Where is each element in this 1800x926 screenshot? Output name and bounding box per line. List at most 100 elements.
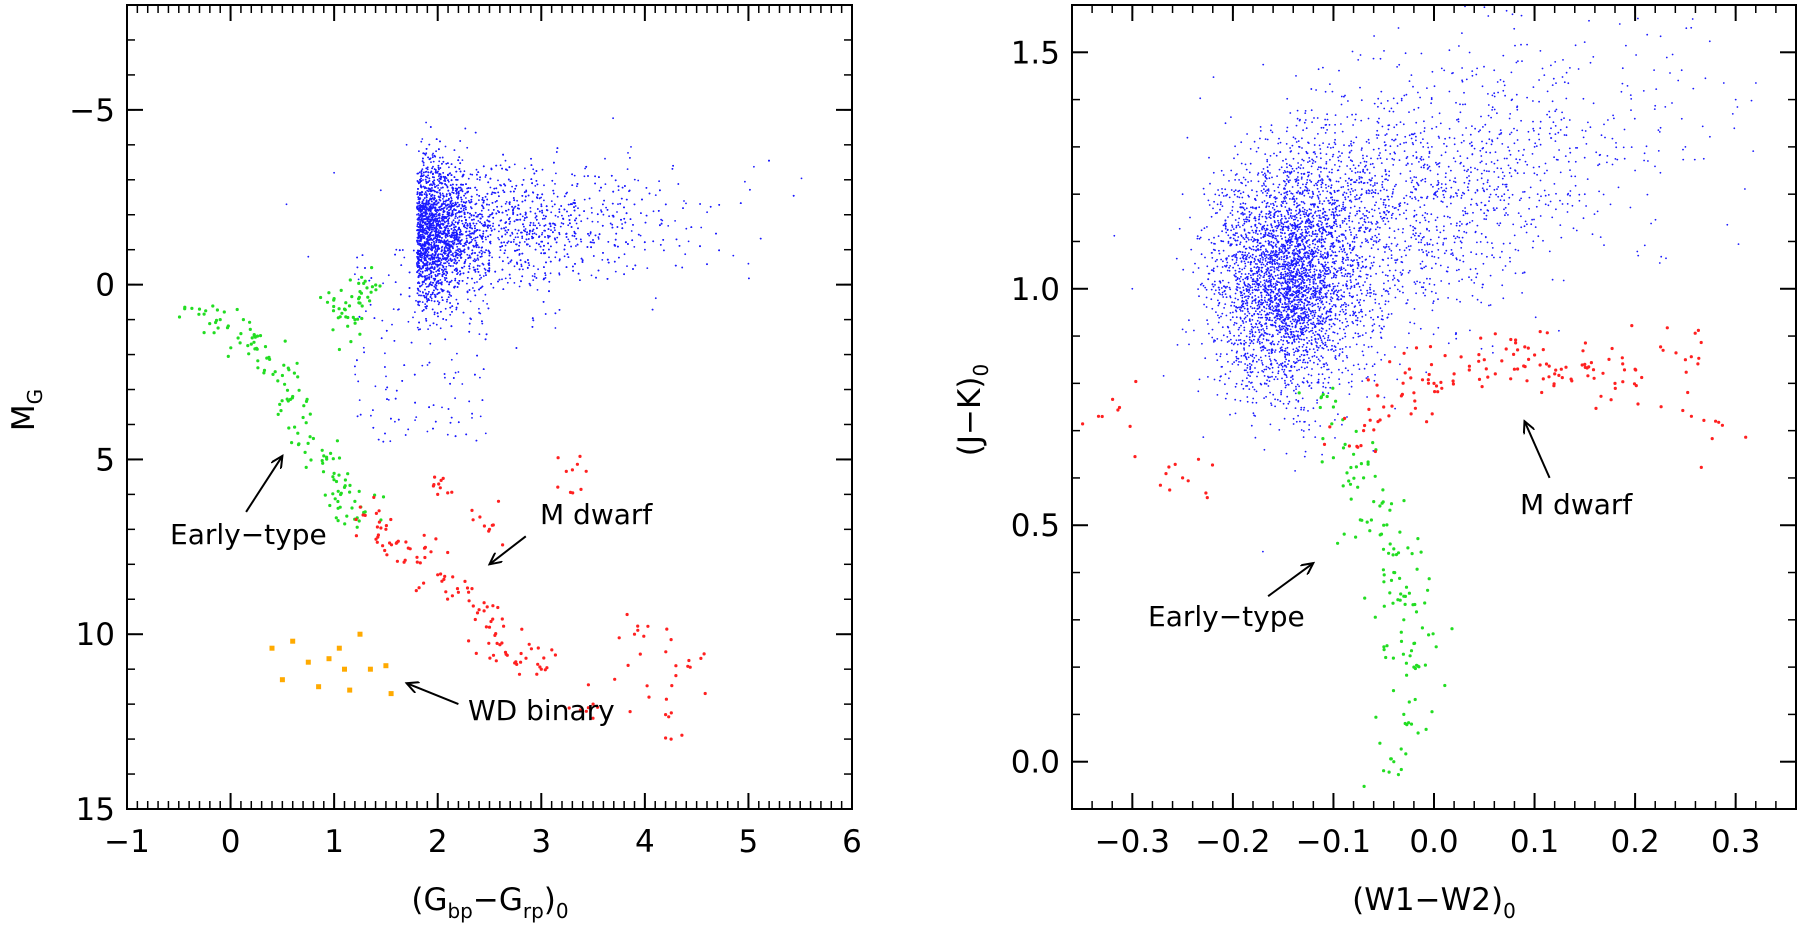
left-cloud-dot [448,172,451,175]
left-cloud-dot [437,315,439,318]
left-cloud-dot [534,248,537,251]
left-cloud-dot [514,249,516,252]
left-cloud-dot [504,184,507,187]
left-cloud-dot [445,268,447,271]
left-cloud-dot [460,215,463,218]
left-cloud-dot [370,277,373,279]
left-cloud-dot [457,240,459,242]
left-cloud-dot [600,210,603,213]
left-cloud-dot [439,173,442,176]
left-cloud-dot [625,198,628,201]
left-cloud-dot [362,346,365,349]
left-cloud-dot [621,227,624,230]
left-cloud-dot [513,238,515,241]
left-cloud-dot [463,242,466,245]
left-cloud-dot [545,209,548,211]
left-cloud-dot [442,269,445,272]
left-cloud-dot [469,206,472,208]
left-cloud-dot [425,318,427,320]
left-cloud-dot [428,212,431,215]
left-cloud-dot [410,341,413,344]
left-cloud-dot [562,222,565,225]
left-cloud-dot [422,152,425,155]
left-cloud-dot [435,220,438,223]
left-cloud-dot [438,232,441,235]
left-cloud-dot [495,212,498,215]
left-cloud-dot [390,417,392,420]
left-cloud-dot [457,159,460,162]
left-cloud-dot [476,193,478,196]
left-cloud-dot [498,256,501,259]
left-cloud-dot [429,220,431,223]
left-cloud-dot [416,205,419,208]
left-cloud-dot [446,186,449,189]
left-cloud-dot [516,199,518,202]
left-cloud-dot [426,166,429,169]
left-cloud-dot [542,218,544,220]
left-cloud-dot [571,184,574,187]
left-cloud-dot [418,171,421,174]
left-cloud-dot [502,153,504,156]
left-cloud-dot [451,191,454,194]
left-cloud-dot [433,197,436,199]
left-cloud-dot [651,308,654,311]
left-cloud-dot [491,202,494,204]
left-cloud-dot [484,176,487,178]
left-cloud-dot [527,194,530,197]
left-cloud-dot [429,157,432,160]
left-cloud-dot [532,279,535,281]
left-cloud-dot [394,420,396,423]
left-cloud-dot [456,269,459,271]
left-cloud-dot [441,192,444,195]
left-cloud-dot [645,214,648,217]
left-cloud-dot [573,232,576,234]
left-cloud-dot [428,193,431,195]
left-cloud-dot [354,373,357,376]
left-cloud-dot [404,434,407,436]
left-cloud-dot [448,197,450,200]
left-cloud-dot [394,253,396,256]
left-cloud-dot [447,162,449,165]
left-cloud-dot [422,221,424,223]
left-cloud-dot [469,256,472,259]
left-cloud-dot [544,274,547,277]
left-cloud-dot [449,240,451,243]
left-cloud-dot [481,197,484,199]
left-cloud-dot [536,208,539,210]
left-cloud-dot [447,180,450,183]
left-cloud-dot [540,252,543,255]
left-cloud-dot [542,301,545,303]
left-cloud-dot [454,371,457,374]
left-cloud-dot [475,222,478,225]
left-cloud-dot [475,189,478,191]
left-cloud-dot [531,232,534,235]
left-cloud-dot [556,147,559,150]
left-cloud-dot [617,189,620,192]
left-cloud-dot [426,189,429,192]
left-cloud-dot [453,286,455,289]
left-cloud-dot [574,205,577,207]
left-cloud-dot [654,297,657,300]
left-cloud-dot [428,283,431,286]
left-cloud-dot [541,193,544,196]
left-cloud-dot [465,231,467,233]
left-cloud-dot [441,275,444,278]
left-cloud-dot [458,156,461,159]
left-cloud-dot [471,239,473,241]
left-cloud-dot [699,203,701,205]
left-cloud-dot [422,253,425,255]
left-cloud-dot [630,146,632,148]
left-cloud-dot [583,175,586,178]
left-cloud-dot [434,286,437,289]
left-cloud-dot [498,195,500,198]
left-cloud-dot [440,288,442,290]
left-cloud-dot [432,234,435,237]
left-cloud-dot [416,218,419,221]
left-cloud-dot [503,227,505,229]
left-cloud-dot [430,276,433,279]
left-cloud-dot [517,204,520,207]
left-cloud-dot [590,246,592,249]
left-cloud-dot [427,171,430,174]
left-cloud-dot [416,193,419,196]
left-cloud-dot [427,216,430,219]
